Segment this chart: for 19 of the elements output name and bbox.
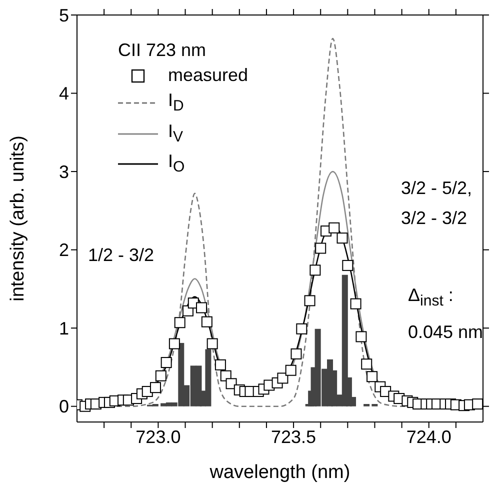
x-axis-title: wavelength (nm) [208, 462, 350, 483]
y-axis-title: intensity (arb. units) [8, 136, 29, 302]
x-tick-label: 723.5 [271, 426, 316, 447]
y-tick-label: 1 [58, 318, 69, 338]
legend-label: I$_{V}$ [168, 120, 184, 148]
y-tick-label: 3 [58, 162, 69, 182]
legend-label: I$_{O}$ [168, 150, 185, 178]
y-tick-label: 4 [58, 84, 69, 104]
annotation: 1/2 - 3/2 [88, 244, 154, 267]
legend-title: CII 723 nm [118, 39, 208, 62]
x-tick-label: 723.0 [136, 426, 181, 447]
annotation: 3/2 - 5/2, 3/2 - 3/2 [401, 177, 472, 230]
y-tick-label: 2 [58, 240, 69, 260]
legend-label: measured [168, 64, 248, 87]
x-tick-label: 724.0 [406, 426, 452, 447]
y-tick-label: 5 [58, 5, 69, 26]
annotation: Δ$_{inst}$ : 0.045 nm [408, 284, 484, 344]
y-tick-label: 0 [58, 396, 69, 417]
legend-label: I$_{D}$ [168, 89, 184, 117]
